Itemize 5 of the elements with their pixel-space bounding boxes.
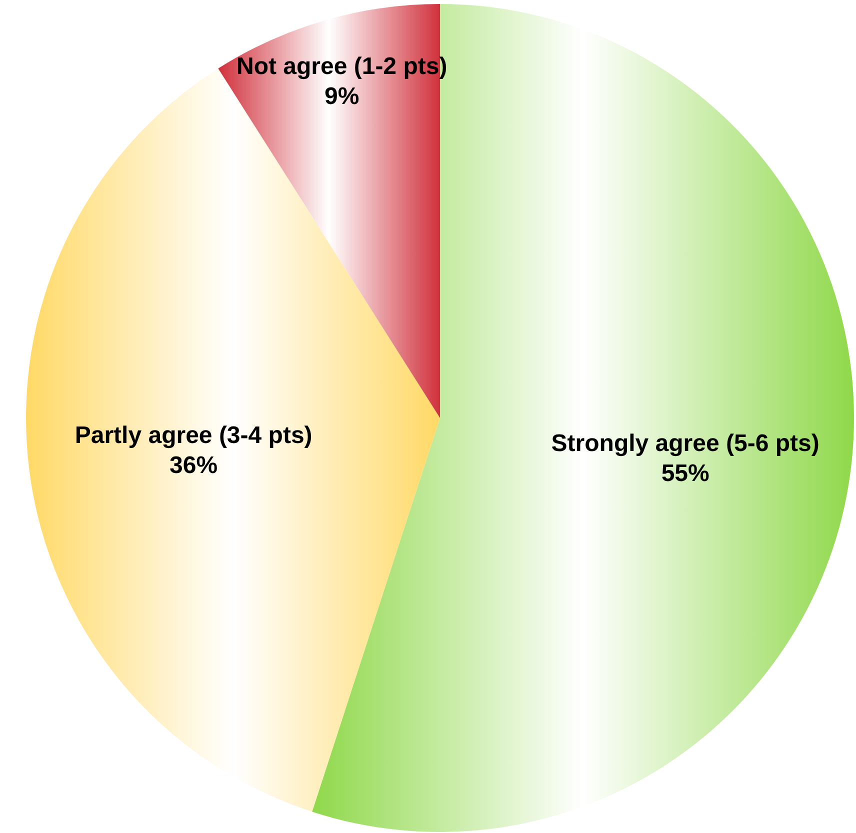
slice-label: Strongly agree (5-6 pts)	[551, 430, 820, 457]
data-label: 9%	[324, 83, 360, 110]
data-label: 36%	[170, 452, 218, 480]
data-label: 55%	[661, 460, 710, 487]
slice-label: Partly agree (3-4 pts)	[74, 422, 312, 450]
